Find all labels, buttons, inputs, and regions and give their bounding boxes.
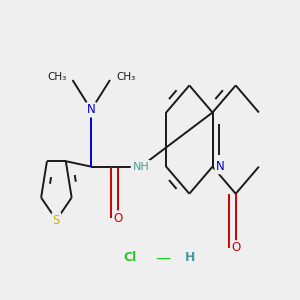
Text: O: O bbox=[113, 212, 123, 225]
Text: CH₃: CH₃ bbox=[116, 72, 135, 82]
Text: Cl: Cl bbox=[123, 251, 136, 264]
Text: N: N bbox=[87, 103, 96, 116]
Text: CH₃: CH₃ bbox=[47, 72, 67, 82]
Text: O: O bbox=[231, 242, 240, 254]
Text: N: N bbox=[216, 160, 224, 173]
Text: S: S bbox=[53, 214, 60, 226]
Text: H: H bbox=[185, 251, 195, 264]
Text: NH: NH bbox=[132, 162, 149, 172]
Text: —: — bbox=[155, 250, 171, 266]
